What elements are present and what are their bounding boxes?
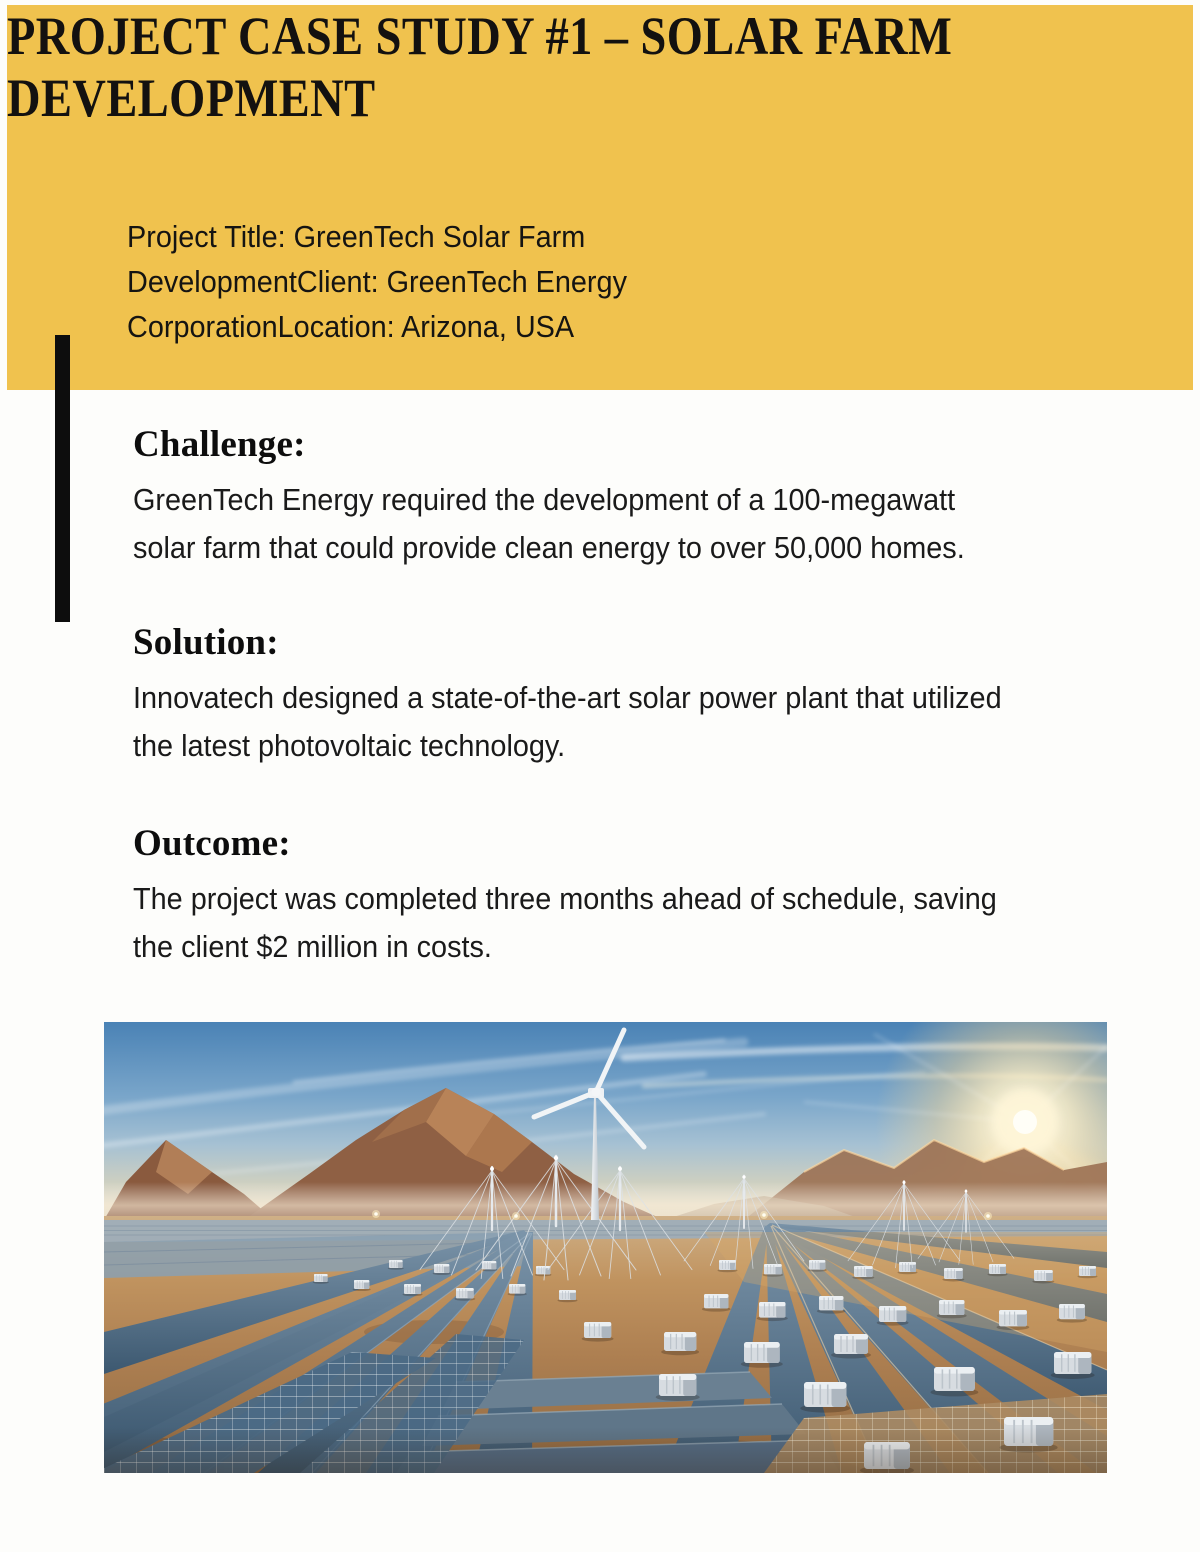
section-challenge-heading: Challenge: [133,424,306,465]
section-outcome-body: The project was completed three months a… [133,875,1072,971]
section-solution: Solution: Innovatech designed a state-of… [133,622,1143,770]
accent-bar [55,335,70,622]
section-outcome-line-2: the client $2 million in costs. [133,929,492,964]
solar-array-right [664,1223,1107,1473]
section-solution-body: Innovatech designed a state-of-the-art s… [133,674,1072,770]
section-outcome-heading: Outcome: [133,823,291,864]
section-challenge-line-1: GreenTech Energy required the developmen… [133,482,956,517]
solar-farm-photo [104,1022,1107,1473]
section-solution-line-1: Innovatech designed a state-of-the-art s… [133,680,1002,715]
project-meta-line-3: CorporationLocation: Arizona, USA [127,309,575,344]
project-meta-line-1: Project Title: GreenTech Solar Farm [127,219,586,254]
project-meta: Project Title: GreenTech Solar Farm Deve… [127,214,627,349]
section-solution-line-2: the latest photovoltaic technology. [133,728,566,763]
header-banner: PROJECT CASE STUDY #1 – SOLAR FARM DEVEL… [7,5,1193,390]
section-outcome-line-1: The project was completed three months a… [133,881,997,916]
page-title-line-1: PROJECT CASE STUDY #1 – SOLAR FARM [7,6,953,66]
wind-turbine [531,1027,647,1220]
horizon-lights [372,1210,992,1220]
section-challenge: Challenge: GreenTech Energy required the… [133,424,1143,572]
section-challenge-body: GreenTech Energy required the developmen… [133,476,1072,572]
project-meta-line-2: DevelopmentClient: GreenTech Energy [127,264,627,299]
section-challenge-line-2: solar farm that could provide clean ener… [133,530,965,565]
foreground-shade [104,1427,1107,1473]
section-outcome: Outcome: The project was completed three… [133,823,1143,971]
page-title-line-2: DEVELOPMENT [7,68,376,128]
section-solution-heading: Solution: [133,622,279,663]
solar-farm-illustration [104,1022,1107,1473]
